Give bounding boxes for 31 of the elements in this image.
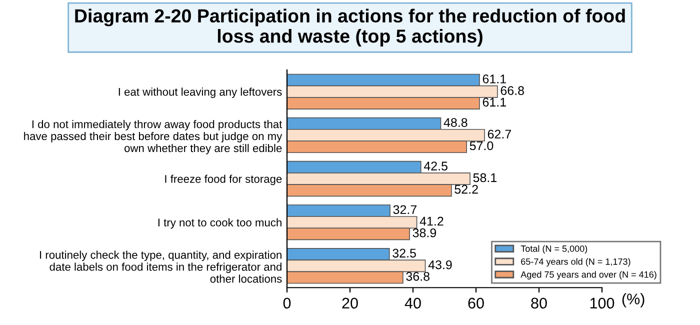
- y-tick-label: I eat without leaving any leftovers: [118, 88, 282, 98]
- x-tick-label: 80: [531, 298, 547, 309]
- data-label: 36.8: [406, 272, 430, 281]
- x-tick-label: 0: [283, 298, 291, 309]
- data-label: 38.9: [412, 228, 436, 238]
- data-label: 61.1: [482, 74, 506, 84]
- chart-title: Diagram 2-20 Participation in actions for the reduction of food loss and waste (top 5 actions): [75, 8, 625, 47]
- y-tick-label: I freeze food for storage: [165, 174, 282, 186]
- data-label: 41.2: [420, 216, 444, 226]
- data-label: 43.9: [428, 260, 452, 270]
- legend-label: 65-74 years old (N = 1,173): [521, 258, 630, 267]
- y-tick-label: I routinely check the type, quantity, and expiration date labels on food items in the refrigerator and other locations: [40, 250, 282, 283]
- x-axis-title: (%): [622, 293, 644, 308]
- data-label: 32.7: [393, 205, 416, 214]
- legend-label: Aged 75 years and over (N = 416): [520, 271, 656, 280]
- data-label: 32.5: [392, 248, 416, 258]
- data-label: 66.8: [500, 86, 524, 96]
- data-label: 57.0: [470, 141, 494, 150]
- x-tick-label: 60: [468, 298, 484, 309]
- data-label: 62.7: [488, 130, 511, 139]
- data-label: 61.1: [482, 98, 506, 107]
- y-tick-label: I try not to cook too much: [158, 218, 282, 229]
- data-label: 48.8: [444, 118, 468, 127]
- data-label: 58.1: [473, 173, 497, 182]
- x-tick-label: 20: [342, 298, 358, 309]
- legend-label: Total (N = 5,000): [520, 245, 588, 254]
- x-tick-label: 100: [590, 298, 614, 309]
- y-tick-label: I do not immediately throw away food products that have passed their best before dates but judge on my own whether they are still edible: [24, 120, 282, 154]
- x-tick-label: 40: [404, 298, 421, 309]
- data-label: 52.2: [454, 184, 478, 194]
- data-label: 42.5: [424, 162, 448, 170]
